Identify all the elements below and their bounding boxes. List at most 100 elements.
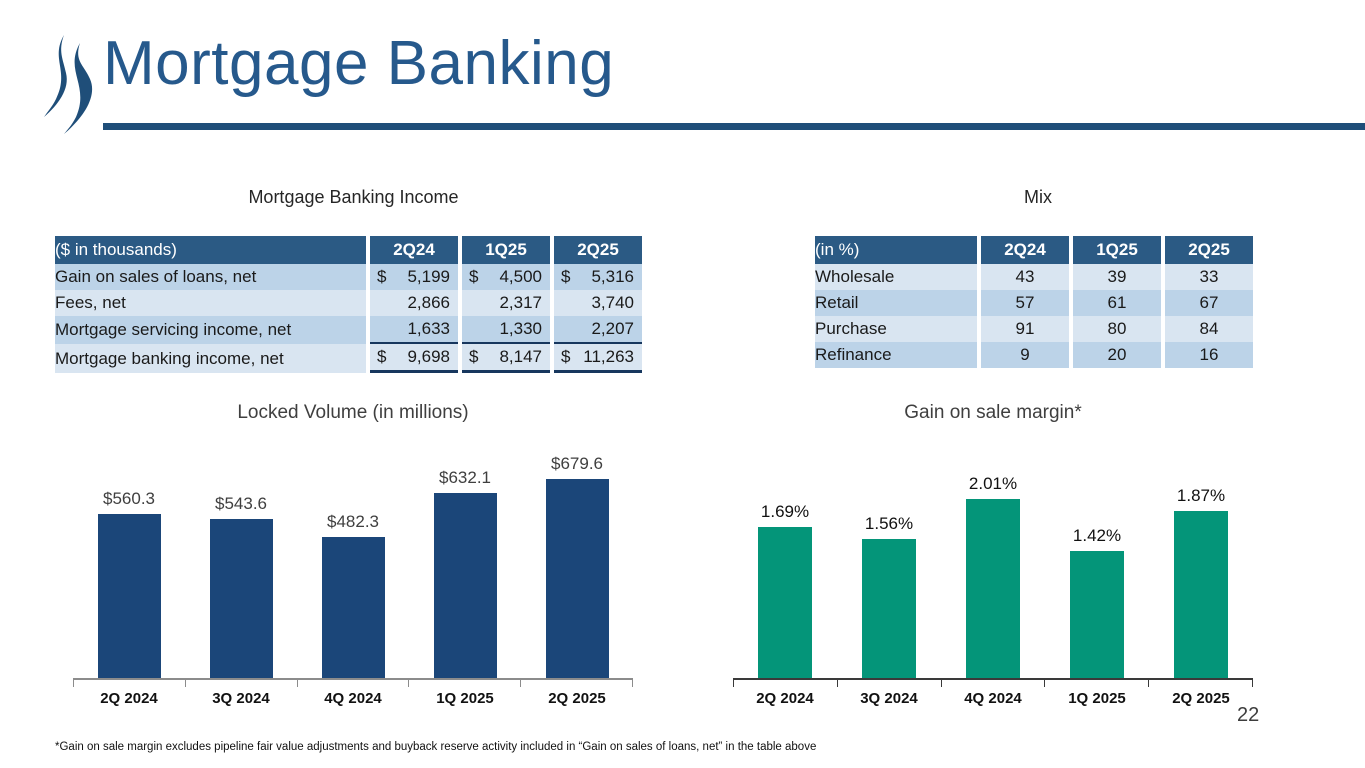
- bar-value-label: 1.42%: [1072, 526, 1122, 545]
- table-cell: 91: [981, 316, 1069, 342]
- table-row: Mortgage servicing income, net 1,633 1,3…: [55, 316, 642, 344]
- cell-value: 1,330: [499, 319, 542, 338]
- bar: [862, 539, 916, 678]
- x-axis: [733, 678, 1253, 687]
- table-row: Retail 57 61 67: [815, 290, 1253, 316]
- bar-group: 1.69%: [733, 502, 837, 678]
- dollar-sign: $: [561, 347, 571, 366]
- table-cell: 43: [981, 264, 1069, 290]
- table-row: Gain on sales of loans, net $5,199 $4,50…: [55, 264, 642, 290]
- page-number: 22: [1237, 704, 1260, 726]
- bar: [97, 514, 161, 678]
- title-underline: [103, 123, 1365, 130]
- table-cell: 1,633: [370, 316, 458, 344]
- double-swoosh-logo-icon: [44, 35, 93, 134]
- table-cell: 1,330: [462, 316, 550, 344]
- column-header: 2Q25: [554, 236, 642, 264]
- cell-value: 2,207: [591, 319, 634, 338]
- bar-group: 1.56%: [837, 514, 941, 678]
- table-cell: $5,199: [370, 264, 458, 290]
- axis-segment: [409, 680, 522, 687]
- dollar-sign: $: [469, 267, 479, 286]
- bar-value-label: $679.6: [551, 454, 603, 473]
- bar: [1174, 511, 1228, 678]
- column-header: 1Q25: [1073, 236, 1161, 264]
- bar: [966, 499, 1020, 678]
- axis-segment: [1149, 680, 1253, 687]
- x-axis-labels: 2Q 2024 3Q 2024 4Q 2024 1Q 2025 2Q 2025: [73, 690, 633, 707]
- x-axis-labels: 2Q 2024 3Q 2024 4Q 2024 1Q 2025 2Q 2025: [733, 690, 1253, 707]
- bar-value-label: 1.87%: [1176, 486, 1226, 505]
- axis-segment: [733, 680, 838, 687]
- axis-segment: [942, 680, 1046, 687]
- table-cell: 33: [1165, 264, 1253, 290]
- column-header: 2Q24: [370, 236, 458, 264]
- table-cell: 39: [1073, 264, 1161, 290]
- bar-group: $482.3: [297, 512, 409, 678]
- cell-value: 3,740: [591, 293, 634, 312]
- dollar-sign: $: [377, 347, 387, 366]
- table-cell: $11,263: [554, 344, 642, 373]
- x-axis-label: 2Q 2025: [548, 690, 606, 707]
- x-axis: [73, 678, 633, 687]
- table-cell: $5,316: [554, 264, 642, 290]
- bar: [758, 527, 812, 678]
- table-cell: $9,698: [370, 344, 458, 373]
- table-cell: $4,500: [462, 264, 550, 290]
- bar-group: 2.01%: [941, 474, 1045, 678]
- table-cell: 61: [1073, 290, 1161, 316]
- bar: [1070, 551, 1124, 678]
- bar: [209, 519, 273, 678]
- cell-value: 1,633: [407, 319, 450, 338]
- table-cell: 9: [981, 342, 1069, 368]
- row-label: Purchase: [815, 316, 977, 342]
- locked-volume-chart: Locked Volume (in millions) $560.3 $543.…: [73, 402, 633, 707]
- cell-value: 9,698: [407, 347, 450, 366]
- column-header: 2Q24: [981, 236, 1069, 264]
- x-axis-label: 4Q 2024: [964, 690, 1022, 707]
- mix-unit-label: (in %): [815, 236, 977, 264]
- row-label: Refinance: [815, 342, 977, 368]
- income-table-block: Mortgage Banking Income ($ in thousands)…: [55, 187, 652, 373]
- axis-segment: [73, 680, 186, 687]
- bar-group: $560.3: [73, 489, 185, 678]
- row-label: Gain on sales of loans, net: [55, 264, 366, 290]
- bar-value-label: $632.1: [439, 468, 491, 487]
- axis-segment: [298, 680, 410, 687]
- cell-value: 2,866: [407, 293, 450, 312]
- cell-value: 11,263: [583, 347, 634, 366]
- plot-area: 1.69% 1.56% 2.01% 1.42% 1.87%: [733, 432, 1253, 678]
- dollar-sign: $: [377, 267, 387, 286]
- bar: [545, 479, 609, 678]
- axis-segment: [186, 680, 298, 687]
- table-cell: 16: [1165, 342, 1253, 368]
- table-row: Purchase 91 80 84: [815, 316, 1253, 342]
- dollar-sign: $: [561, 267, 571, 286]
- table-row-total: Mortgage banking income, net $9,698 $8,1…: [55, 344, 642, 373]
- axis-segment: [1045, 680, 1150, 687]
- bar-group: 1.87%: [1149, 486, 1253, 678]
- income-table: ($ in thousands) 2Q24 1Q25 2Q25 Gain on …: [51, 236, 646, 373]
- bar-value-label: 1.69%: [760, 502, 810, 521]
- page-title: Mortgage Banking: [103, 29, 615, 98]
- table-cell: 2,866: [370, 290, 458, 316]
- cell-value: 5,199: [407, 267, 450, 286]
- table-row: Wholesale 43 39 33: [815, 264, 1253, 290]
- bar-value-label: $543.6: [215, 494, 267, 513]
- mix-table-block: Mix (in %) 2Q24 1Q25 2Q25 Wholesale 43 3…: [815, 187, 1261, 368]
- x-axis-label: 2Q 2024: [100, 690, 158, 707]
- table-cell: 20: [1073, 342, 1161, 368]
- chart-title: Gain on sale margin*: [904, 402, 1082, 423]
- table-cell: $8,147: [462, 344, 550, 373]
- column-header: 2Q25: [1165, 236, 1253, 264]
- bar-value-label: 2.01%: [968, 474, 1018, 493]
- cell-value: 8,147: [499, 347, 542, 366]
- table-cell: 2,317: [462, 290, 550, 316]
- bar-value-label: 1.56%: [864, 514, 914, 533]
- dollar-sign: $: [469, 347, 479, 366]
- table-cell: 57: [981, 290, 1069, 316]
- row-label: Mortgage banking income, net: [55, 344, 366, 373]
- gain-on-sale-margin-chart: Gain on sale margin* 1.69% 1.56% 2.01% 1…: [733, 402, 1253, 707]
- table-cell: 84: [1165, 316, 1253, 342]
- bar-value-label: $560.3: [103, 489, 155, 508]
